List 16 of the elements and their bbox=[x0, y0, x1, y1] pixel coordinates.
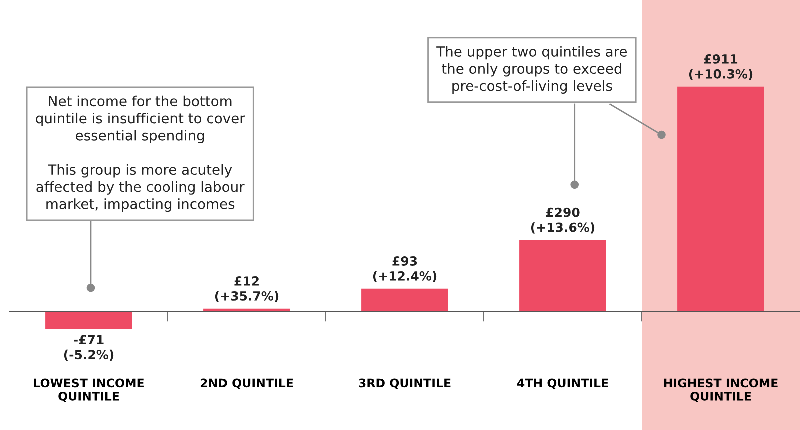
x-tick-label: 4TH QUINTILE bbox=[517, 378, 608, 390]
data-label: £12 (+35.7%) bbox=[215, 276, 279, 302]
bar bbox=[678, 86, 764, 312]
bar bbox=[362, 288, 448, 312]
bar bbox=[46, 312, 132, 330]
data-label: £290 (+13.6%) bbox=[531, 208, 595, 234]
annotation: The upper two quintiles are the only groups to exceed pre-cost-of-living levels bbox=[436, 46, 628, 94]
bar bbox=[520, 240, 606, 312]
x-tick-label: 2ND QUINTILE bbox=[200, 378, 294, 390]
x-tick-label: LOWEST INCOME QUINTILE bbox=[34, 378, 144, 402]
text: Net income for the bottom quintile is insufficient to cover essential spending This group is more acutely affected by the cooling labour market, impacting incomes bbox=[36, 96, 246, 212]
x-tick-label: 3RD QUINTILE bbox=[359, 378, 451, 390]
x-tick-label: HIGHEST INCOME QUINTILE bbox=[664, 378, 778, 402]
data-label: £93 (+12.4%) bbox=[373, 256, 437, 282]
data-label: -£71 (-5.2%) bbox=[64, 335, 114, 362]
data-label: £911 (+10.3%) bbox=[689, 54, 753, 80]
